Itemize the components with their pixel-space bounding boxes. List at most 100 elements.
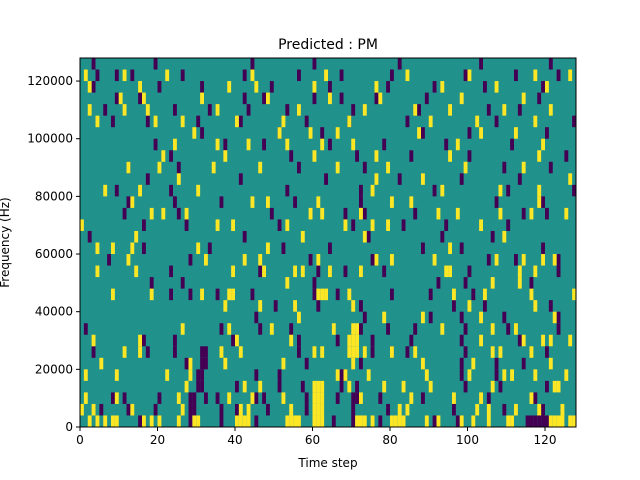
heatmap-cell-low [188,254,193,266]
heatmap-cell-high [161,150,166,162]
heatmap-cell-low [452,403,456,416]
heatmap-cell-high [498,346,503,358]
heatmap-cell-high [83,69,88,82]
heatmap-cell-high [328,92,332,105]
heatmap-cell-low [157,392,162,404]
heatmap-cell-high [188,357,193,370]
heatmap-cell-high [103,415,108,427]
heatmap-cell-low [188,288,193,301]
heatmap-cell-low [533,415,538,427]
heatmap-cell-high [572,415,576,427]
heatmap-cell-low [459,242,464,255]
heatmap-cell-low [397,58,402,70]
heatmap-cell-high [452,288,456,301]
heatmap-cell-low [176,161,181,174]
heatmap-cell-low [200,369,204,381]
heatmap-cell-low [254,415,259,427]
heatmap-cell-high [320,207,325,220]
heatmap-cell-high [537,184,542,197]
heatmap-cell-high [200,288,204,301]
heatmap-cell-low [180,69,185,82]
heatmap-cell-low [370,334,375,347]
heatmap-cell-high [277,127,282,139]
heatmap-cell-low [359,323,363,335]
heatmap-cell-high [552,415,557,427]
heatmap-cell-low [517,334,522,347]
heatmap-cell-low [390,69,394,82]
heatmap-cell-high [91,403,96,416]
heatmap-cell-low [126,196,131,208]
heatmap-cell-low [87,230,92,243]
heatmap-cell-low [107,254,111,266]
heatmap-cell-high [335,127,340,139]
heatmap-cell-low [502,161,507,174]
heatmap-cell-high [316,196,321,208]
heatmap-cell-high [246,138,251,151]
heatmap-cell-high [479,334,483,347]
heatmap-cell-low [114,92,119,105]
heatmap-cell-high [312,392,317,404]
heatmap-cell-high [343,369,348,381]
heatmap-cell-low [432,415,437,427]
heatmap-cell-high [103,184,108,197]
heatmap-cell-low [215,288,220,301]
heatmap-cell-high [142,415,146,427]
heatmap-cell-high [312,346,317,358]
heatmap-cell-high [176,415,181,427]
heatmap-cell-high [382,311,387,324]
heatmap-cell-low [169,265,173,278]
heatmap-cell-low [510,138,514,151]
heatmap-cell-high [390,415,394,427]
heatmap-cell-high [215,104,220,116]
heatmap-cell-high [312,150,317,162]
heatmap-cell-high [463,161,468,174]
heatmap-cell-low [541,81,545,93]
heatmap-cell-high [246,415,251,427]
heatmap-cell-high [370,219,375,231]
heatmap-cell-high [149,207,154,220]
heatmap-cell-high [448,242,452,255]
heatmap-cell-low [231,334,235,347]
heatmap-cell-low [463,380,468,393]
heatmap-cell-high [281,115,286,128]
heatmap-cell-high [517,265,522,278]
heatmap-cell-high [250,392,255,404]
heatmap-cell-low [514,254,518,266]
heatmap-cell-high [157,161,162,174]
heatmap-cell-high [331,323,336,335]
heatmap-cell-high [545,81,549,93]
heatmap-cell-high [324,69,328,82]
x-tick-label: 120 [534,433,557,447]
heatmap-cell-low [351,104,356,116]
heatmap-cell-low [444,219,449,231]
heatmap-cell-high [362,230,367,243]
heatmap-cell-low [548,58,553,70]
heatmap-cell-low [169,184,173,197]
heatmap-cell-high [436,207,441,220]
heatmap-cell-low [258,323,263,335]
heatmap-cell-high [347,288,352,301]
heatmap-cell-high [421,173,425,185]
heatmap-cell-low [204,357,208,370]
heatmap-cell-high [324,288,328,301]
heatmap-cell-low [502,311,507,324]
heatmap-cell-low [188,415,193,427]
heatmap-cell-low [541,242,545,255]
heatmap-cell-high [126,254,131,266]
heatmap-cell-low [459,334,464,347]
heatmap-cell-low [541,196,545,208]
heatmap-cell-low [312,288,317,301]
heatmap-cell-high [87,81,92,93]
heatmap-cell-high [479,311,483,324]
plot-frame [79,57,577,428]
heatmap-cell-high [529,346,534,358]
heatmap-cell-low [494,357,499,370]
heatmap-cell-low [269,81,274,93]
heatmap-cell-high [297,415,301,427]
heatmap-cell-low [173,196,177,208]
heatmap-cell-high [231,219,235,231]
heatmap-cell-high [494,254,499,266]
heatmap-cell-low [490,230,495,243]
heatmap-cell-low [238,115,243,128]
heatmap-cell-low [444,138,449,151]
